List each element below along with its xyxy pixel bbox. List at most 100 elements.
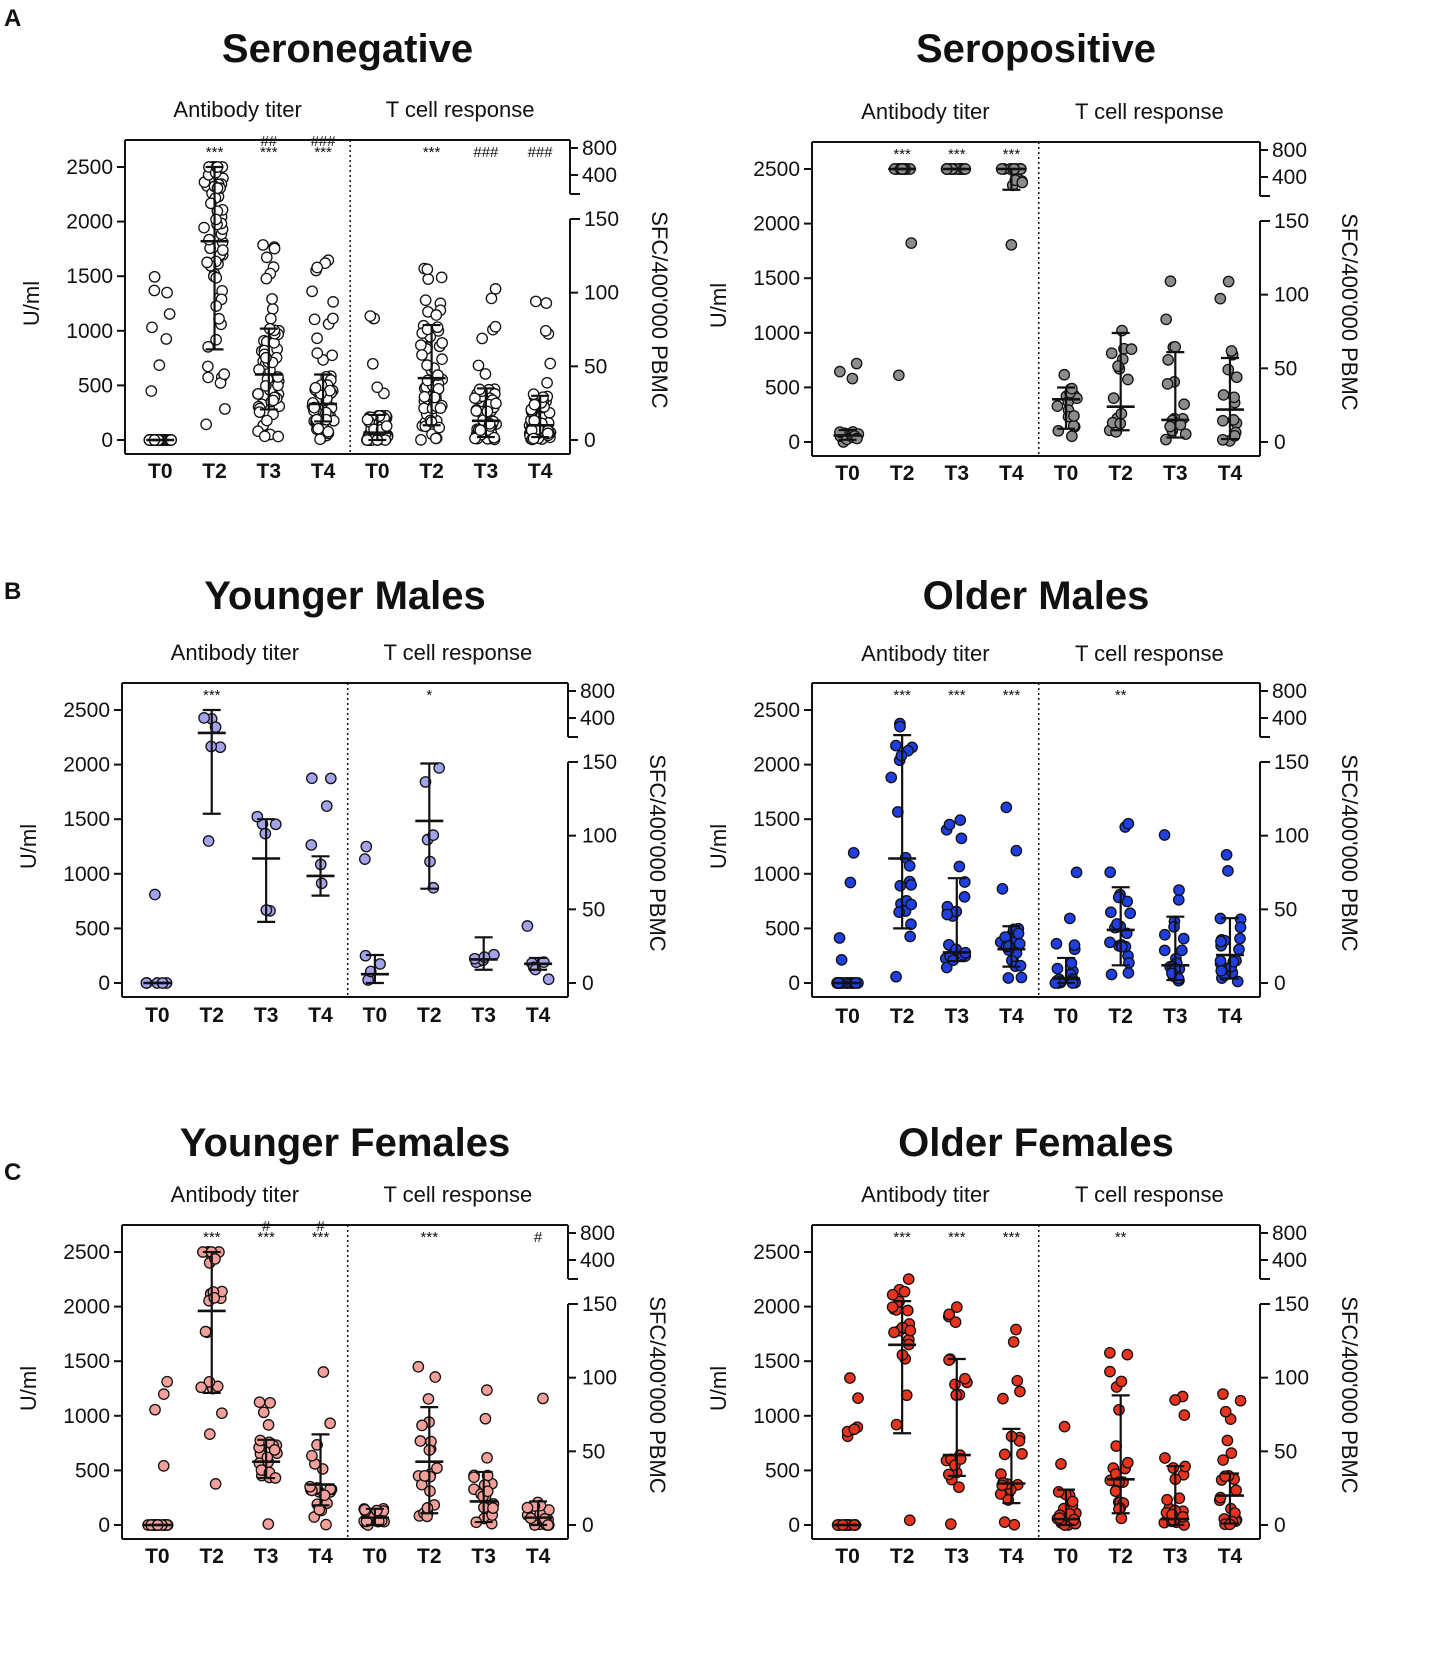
data-point: [949, 1378, 961, 1391]
data-point: [272, 430, 285, 443]
category-label: T4: [999, 1005, 1024, 1028]
data-point: [434, 402, 447, 414]
category-label: T3: [254, 1545, 279, 1568]
data-point: [1011, 1374, 1024, 1387]
data-point: [269, 818, 282, 831]
data-point: [998, 1448, 1011, 1461]
right-tick-label: 150: [582, 751, 617, 774]
data-point: [324, 1417, 336, 1430]
significance-mark: ***: [948, 146, 966, 163]
data-point: [1052, 1486, 1065, 1498]
right-axis-label: SFC/400'000 PBMC: [1337, 213, 1362, 411]
significance-mark: ***: [1003, 687, 1021, 704]
data-point: [1068, 939, 1081, 951]
data-point: [304, 1480, 316, 1493]
data-point: [1215, 935, 1227, 948]
data-point: [890, 739, 902, 752]
data-point: [528, 398, 541, 411]
data-point: [544, 357, 557, 370]
significance-mark: #: [316, 1218, 325, 1235]
data-point: [419, 776, 432, 788]
data-point: [479, 368, 492, 380]
y-axis-label: U/ml: [706, 824, 731, 869]
right-tick-label: 50: [1274, 1440, 1297, 1463]
data-point: [210, 271, 223, 284]
data-point: [894, 879, 907, 892]
data-point: [1220, 848, 1233, 861]
right-tick-label: 50: [582, 1440, 605, 1463]
data-point: [433, 762, 445, 774]
data-point: [306, 772, 318, 785]
data-point: [361, 413, 374, 426]
data-point: [481, 1485, 494, 1498]
data-point: [1016, 1448, 1028, 1460]
data-point: [257, 1406, 270, 1419]
data-point: [253, 1396, 266, 1409]
data-point: [1158, 928, 1171, 941]
category-label: T4: [999, 462, 1024, 485]
right-subtitle: T cell response: [1075, 641, 1224, 666]
data-point: [905, 237, 918, 249]
data-point: [1222, 363, 1235, 376]
significance-mark: ***: [203, 687, 221, 704]
data-point: [322, 425, 335, 438]
data-point: [1161, 378, 1174, 390]
data-point: [479, 1412, 492, 1425]
data-point: [1158, 829, 1171, 841]
data-point: [903, 1514, 916, 1527]
data-point: [305, 839, 318, 851]
data-point: [1169, 1394, 1181, 1406]
category-label: T3: [1163, 1005, 1188, 1028]
category-label: T4: [1218, 1545, 1243, 1568]
data-point: [888, 1326, 900, 1339]
category-label: T0: [1054, 462, 1079, 485]
data-point: [264, 312, 277, 325]
data-point: [1104, 1365, 1116, 1378]
category-label: T0: [148, 460, 173, 483]
data-point: [1173, 1492, 1186, 1505]
chart-panel-2: Younger Males Antibody titer T cell respon…: [16, 574, 670, 1027]
data-point: [260, 251, 273, 264]
data-point: [268, 242, 281, 255]
data-point: [1161, 1493, 1173, 1506]
right-subtitle: T cell response: [386, 97, 535, 122]
data-point: [540, 297, 553, 309]
data-point: [1107, 392, 1120, 404]
data-point: [1121, 1456, 1134, 1469]
right-tick-label: 50: [1274, 357, 1297, 380]
y-tick-label: 500: [78, 374, 113, 397]
category-label: T4: [308, 1004, 333, 1027]
significance-mark: ***: [314, 144, 332, 161]
y-tick-label: 500: [765, 917, 800, 940]
right-break-label: 800: [582, 137, 617, 160]
data-point: [527, 432, 540, 445]
significance-mark: **: [1115, 687, 1127, 704]
data-point: [1116, 324, 1128, 337]
data-point: [320, 1518, 332, 1531]
significance-mark: ###: [311, 133, 337, 150]
data-point: [431, 1462, 443, 1474]
right-tick-label: 100: [1274, 284, 1309, 307]
category-label: T0: [835, 462, 860, 485]
data-point: [160, 333, 173, 345]
y-tick-label: 1000: [753, 322, 800, 345]
data-point: [1217, 1454, 1229, 1466]
right-subtitle: T cell response: [383, 640, 532, 665]
right-axis-label: SFC/400'000 PBMC: [645, 1296, 670, 1494]
data-point: [219, 403, 231, 415]
significance-mark: ***: [1003, 146, 1021, 163]
data-point: [218, 368, 231, 380]
panel-label-b: B: [4, 578, 21, 605]
category-label: T2: [1108, 462, 1133, 485]
y-tick-label: 500: [765, 376, 800, 399]
data-point: [489, 320, 502, 333]
data-point: [1214, 292, 1227, 305]
data-point: [1234, 932, 1246, 945]
right-tick-label: 150: [584, 208, 619, 231]
data-point: [1113, 1403, 1125, 1416]
y-axis-label: U/ml: [16, 1366, 41, 1411]
data-point: [1122, 817, 1135, 830]
y-tick-label: 2000: [66, 211, 113, 234]
data-point: [942, 1468, 955, 1481]
y-tick-label: 0: [788, 972, 800, 995]
